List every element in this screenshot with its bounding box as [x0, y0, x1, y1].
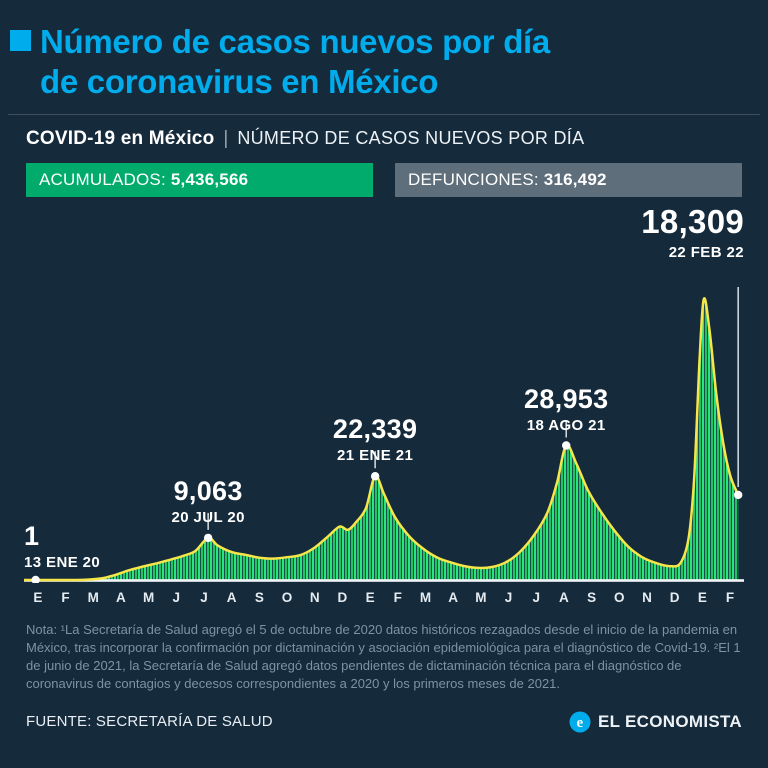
endpoint-annotation-date: 22 FEB 22	[668, 244, 744, 262]
badge-deaths-value: 316,492	[543, 170, 607, 190]
stat-badges: ACUMULADOS: 5,436,566 DEFUNCIONES: 316,4…	[26, 163, 742, 198]
data-point-dot	[203, 533, 213, 543]
x-axis-letter: N	[309, 589, 320, 605]
peak-annotation: 22,339 21 ENE 21	[333, 414, 417, 464]
data-point-dot	[370, 472, 380, 481]
peak-annotation-value: 9,063	[173, 476, 243, 507]
footnote: Nota: ¹La Secretaría de Salud agregó el …	[26, 622, 741, 691]
el-economista-logo-icon: e	[569, 711, 591, 733]
x-axis-baseline	[24, 579, 744, 582]
badge-deaths-label: DEFUNCIONES:	[408, 170, 539, 190]
chart-subtitle: COVID-19 en México | NÚMERO DE CASOS NUE…	[0, 128, 768, 150]
x-axis-letter: M	[475, 589, 487, 605]
badge-accumulated-label: ACUMULADOS:	[39, 170, 166, 190]
chart-subtitle-regular: NÚMERO DE CASOS NUEVOS POR DÍA	[237, 128, 585, 149]
daily-cases-area-series	[24, 298, 739, 581]
x-axis-letter: N	[642, 589, 652, 605]
page-title-line2: de coronavirus en México	[40, 62, 439, 100]
endpoint-annotation: 18,309 22 FEB 22	[641, 203, 744, 261]
x-axis-letter: S	[587, 589, 597, 605]
peak-annotation: 9,063 20 JUL 20	[171, 476, 244, 526]
endpoint-annotation-value: 18,309	[641, 203, 744, 241]
area-chart	[24, 287, 744, 584]
divider	[8, 114, 760, 116]
chart-subtitle-bold: COVID-19 en México	[26, 128, 215, 150]
svg-text:e: e	[577, 715, 584, 731]
peak-annotation-date: 21 ENE 21	[337, 447, 414, 465]
source-text: FUENTE: SECRETARÍA DE SALUD	[26, 713, 273, 731]
x-axis-letter: S	[254, 589, 264, 605]
x-axis-letter: D	[669, 589, 680, 605]
x-axis-letter: O	[281, 589, 293, 605]
badge-deaths: DEFUNCIONES: 316,492	[395, 163, 742, 198]
peak-annotation-date: 18 AGO 21	[526, 416, 606, 434]
badge-accumulated-value: 5,436,566	[170, 170, 249, 190]
x-axis-letter: M	[419, 589, 432, 605]
peak-annotation: 28,953 18 AGO 21	[524, 384, 608, 434]
x-axis-letter: A	[559, 589, 569, 605]
x-axis-letter: E	[33, 589, 43, 605]
peak-annotation-date: 20 JUL 20	[171, 509, 245, 527]
peak-annotation: 1 13 ENE 20	[24, 521, 100, 571]
x-axis-letter: F	[393, 589, 402, 605]
x-axis-letter: M	[142, 589, 155, 605]
x-axis-letter: J	[504, 589, 513, 605]
peak-annotation-value: 1	[24, 521, 40, 552]
header: Número de casos nuevos por día de corona…	[0, 22, 768, 101]
peak-annotation-date: 13 ENE 20	[24, 554, 101, 572]
moving-average-line	[24, 297, 740, 582]
footer: FUENTE: SECRETARÍA DE SALUD e EL ECONOMI…	[26, 711, 742, 733]
badge-accumulated: ACUMULADOS: 5,436,566	[26, 163, 373, 198]
data-point-dot	[733, 490, 743, 500]
chart-subtitle-separator: |	[223, 128, 229, 150]
data-point-dot	[562, 441, 571, 450]
x-axis-letter: E	[365, 589, 375, 605]
x-axis-letter: A	[226, 589, 237, 605]
x-axis-letter: J	[172, 589, 181, 605]
x-axis-letter: F	[725, 589, 735, 605]
accent-square	[10, 30, 31, 51]
x-axis-letter: M	[87, 589, 99, 605]
brand-name: EL ECONOMISTA	[597, 711, 742, 731]
x-axis-letter: J	[200, 589, 208, 605]
data-point-dot	[31, 575, 40, 584]
x-axis-letter: D	[337, 589, 348, 605]
peak-annotation-value: 22,339	[332, 414, 418, 445]
peak-annotation-value: 28,953	[524, 383, 609, 414]
x-axis-letter: F	[61, 589, 70, 605]
page-title-line1: Número de casos nuevos por día	[40, 23, 550, 60]
x-axis-letter: O	[614, 589, 625, 605]
x-axis-letter: A	[448, 589, 459, 605]
page-title: Número de casos nuevos por día de corona…	[40, 22, 550, 101]
x-axis-letter: A	[116, 589, 126, 605]
brand-logo: e EL ECONOMISTA	[569, 711, 742, 733]
x-axis-letter: J	[532, 589, 540, 605]
x-axis-letter: E	[697, 589, 707, 605]
